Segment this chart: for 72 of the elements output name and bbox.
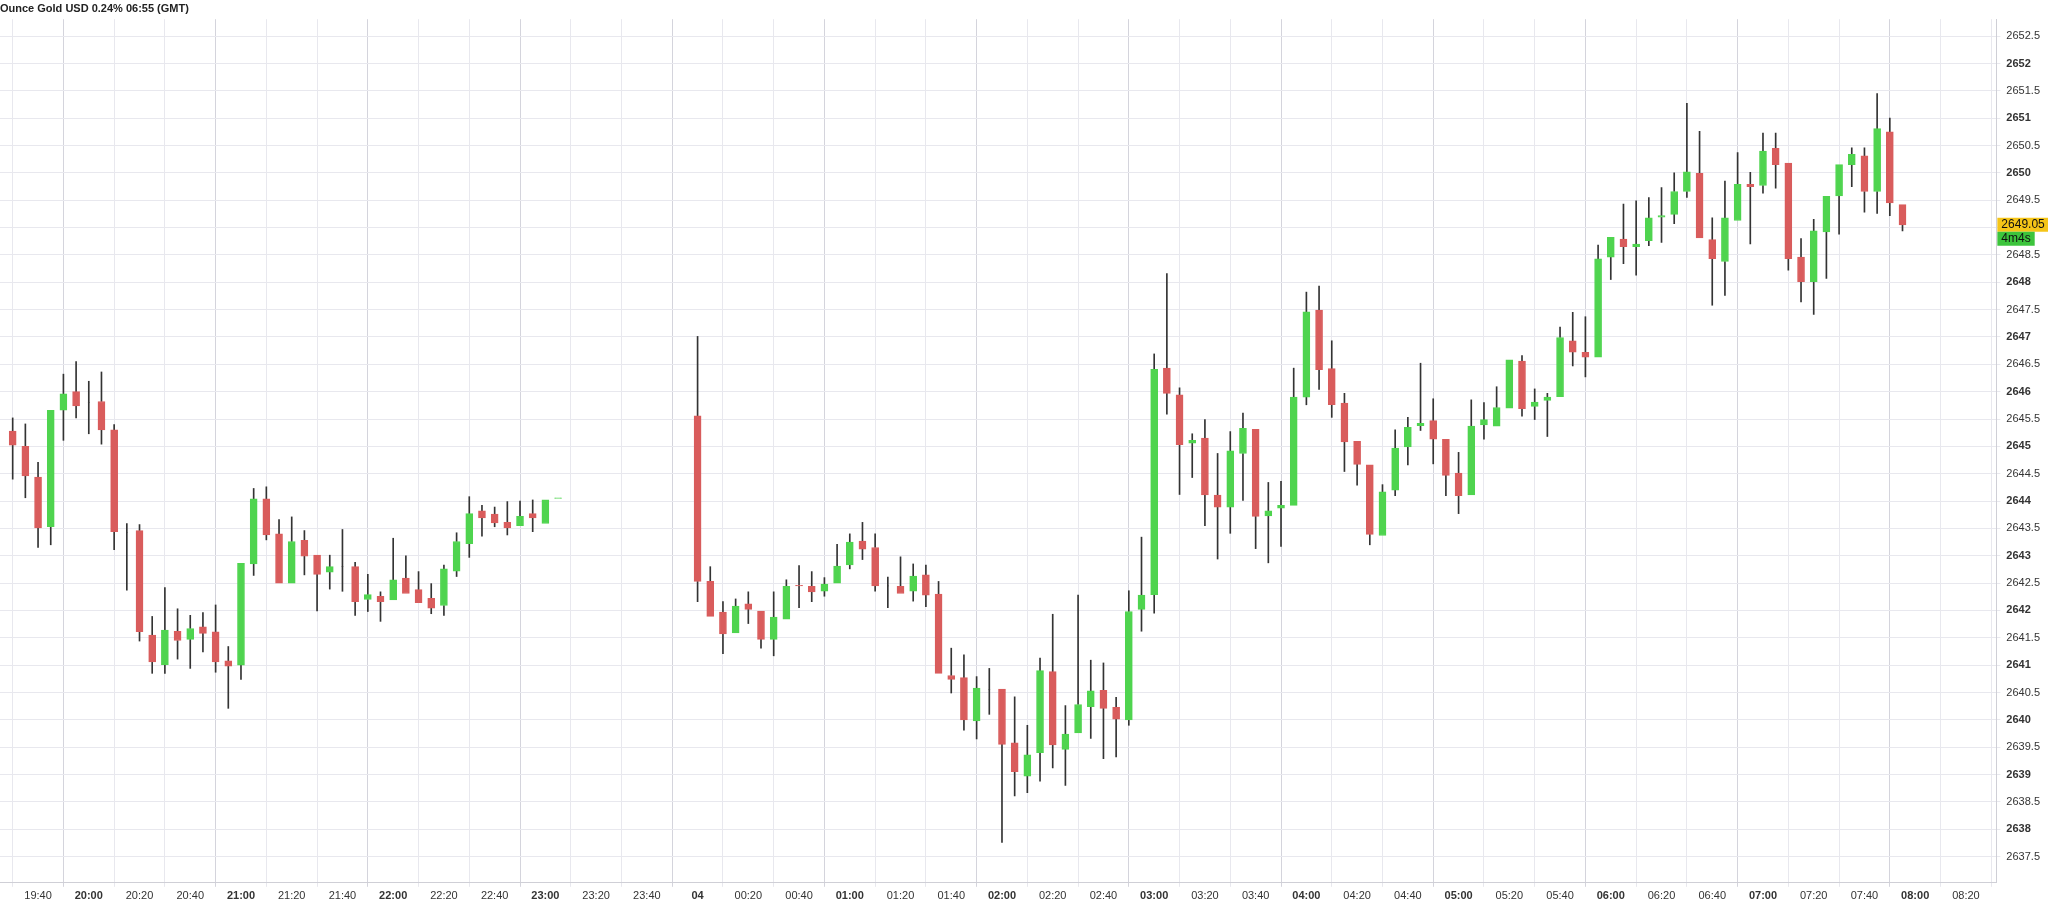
x-tick-label: 06:20 (1647, 889, 1676, 902)
x-tick-label: 01:40 (937, 889, 966, 902)
x-tick-label: 05:20 (1495, 889, 1524, 902)
y-tick-label: 2641 (2006, 658, 2031, 671)
x-tick-label: 00:20 (734, 889, 763, 902)
x-tick-label: 04 (691, 889, 705, 902)
y-tick-label: 2647 (2006, 330, 2031, 342)
x-tick-label: 22:20 (430, 889, 458, 902)
text: 2649.05 (2001, 217, 2046, 232)
y-tick-label: 2646.5 (2006, 357, 2041, 370)
x-tick-label: 03:40 (1241, 889, 1270, 902)
x-tick-label: 01:00 (835, 889, 864, 902)
y-tick-label: 2646 (2006, 384, 2031, 397)
y-tick-label: 2647.5 (2006, 302, 2041, 315)
chart-title: Ounce Gold USD 0.24% 06:55 (GMT) (0, 1, 190, 14)
y-tick-label: 2652.5 (2006, 29, 2041, 42)
y-tick-label: 2648 (2006, 275, 2031, 288)
x-tick-label: 00:40 (785, 889, 813, 902)
y-tick-label: 2639.5 (2006, 740, 2041, 753)
x-tick-label: 04:00 (1292, 889, 1321, 902)
x-tick-label: 05:40 (1546, 889, 1574, 902)
x-tick-label: 21:40 (328, 889, 357, 902)
x-tick-label: 08:20 (1952, 889, 1980, 902)
x-tick-label: 21:00 (226, 889, 256, 902)
y-tick-label: 2641.5 (2006, 630, 2041, 643)
y-tick-label: 2645.5 (2006, 412, 2041, 425)
x-tick-label: 02:00 (987, 889, 1017, 902)
y-tick-label: 2639 (2006, 767, 2031, 780)
y-tick-label: 2650 (2006, 165, 2031, 178)
y-tick-label: 2648.5 (2006, 247, 2041, 260)
y-tick-label: 2638.5 (2006, 794, 2041, 807)
y-tick-label: 2651.5 (2006, 83, 2041, 96)
y-tick-label: 2649.5 (2006, 193, 2041, 206)
x-tick-label: 01:20 (886, 889, 915, 902)
y-tick-label: 2652 (2006, 56, 2031, 69)
y-tick-label: 2642.5 (2006, 576, 2041, 589)
y-tick-label: 2644.5 (2006, 466, 2041, 479)
y-tick-label: 2640 (2006, 712, 2031, 725)
x-tick-label: 23:40 (633, 889, 661, 902)
y-tick-label: 2640.5 (2006, 685, 2041, 698)
x-tick-label: 20:20 (125, 889, 154, 902)
x-tick-label: 22:00 (379, 889, 408, 902)
x-tick-label: 05:00 (1444, 889, 1473, 902)
y-tick-label: 2651 (2006, 111, 2031, 124)
y-tick-label: 2650.5 (2006, 138, 2041, 151)
x-tick-label: 20:40 (176, 889, 205, 902)
x-tick-label: 06:40 (1698, 889, 1727, 902)
x-tick-label: 20:00 (74, 889, 103, 902)
x-tick-label: 08:00 (1901, 889, 1930, 902)
x-tick-label: 03:00 (1140, 889, 1169, 902)
y-tick-label: 2642 (2006, 603, 2031, 616)
x-tick-label: 03:20 (1191, 889, 1219, 902)
x-tick-label: 02:20 (1038, 889, 1067, 902)
y-tick-label: 2638 (2006, 822, 2031, 835)
x-tick-label: 07:40 (1850, 889, 1879, 902)
x-tick-label: 22:40 (480, 889, 509, 902)
x-tick-label: 23:20 (582, 889, 610, 902)
x-tick-label: 23:00 (531, 889, 560, 902)
text: 4m4s (2001, 231, 2031, 246)
y-tick-label: 2643 (2006, 548, 2031, 561)
x-tick-label: 21:20 (277, 889, 306, 902)
x-tick-label: 07:20 (1799, 889, 1828, 902)
x-tick-label: 04:40 (1394, 889, 1422, 902)
x-tick-label: 19:40 (24, 889, 52, 902)
y-tick-label: 2637.5 (2006, 849, 2041, 862)
y-tick-label: 2643.5 (2006, 521, 2041, 534)
y-tick-label: 2644 (2006, 494, 2032, 507)
x-tick-label: 06:00 (1596, 889, 1625, 902)
y-tick-label: 2645 (2006, 439, 2031, 452)
x-tick-label: 04:20 (1343, 889, 1371, 902)
x-tick-label: 02:40 (1089, 889, 1118, 902)
x-tick-label: 07:00 (1748, 889, 1778, 902)
